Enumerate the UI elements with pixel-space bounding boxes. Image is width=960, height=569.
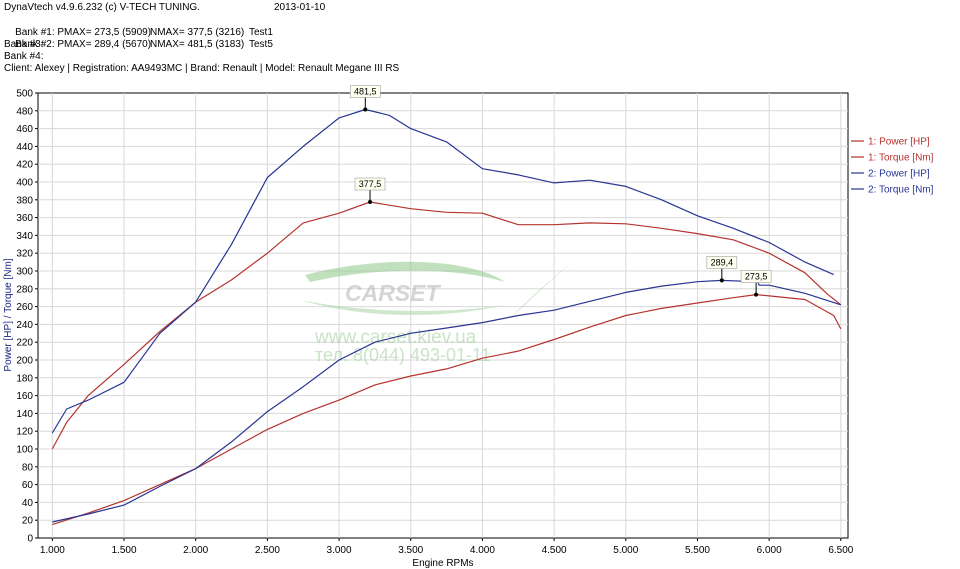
series-line-4 xyxy=(51,108,834,434)
x-tick-label: 1.500 xyxy=(112,545,137,556)
y-tick-label: 280 xyxy=(16,284,33,295)
y-tick-label: 500 xyxy=(16,89,33,100)
x-tick-label: 5.500 xyxy=(685,545,710,556)
y-tick-label: 440 xyxy=(16,142,33,153)
y-tick-label: 200 xyxy=(16,356,33,367)
bank2-test: Test5 xyxy=(249,38,273,50)
y-tick-label: 100 xyxy=(16,445,33,456)
bank2-row: Bank #2: PMAX= 289,4 (5670) NMAX= 481,5 (… xyxy=(4,27,399,50)
y-tick-label: 420 xyxy=(16,160,33,171)
y-tick-label: 360 xyxy=(16,213,33,224)
y-tick-label: 20 xyxy=(22,516,34,527)
y-tick-label: 40 xyxy=(22,498,34,509)
y-tick-label: 320 xyxy=(16,249,33,260)
legend-entry: 2: Torque [Nm] xyxy=(868,185,934,196)
x-tick-label: 2.500 xyxy=(255,545,280,556)
y-tick-label: 460 xyxy=(16,124,33,135)
legend-entry: 2: Power [HP] xyxy=(868,169,930,180)
y-axis-ticks: 0 20 40 60 80 100 120 140 160 180 200 220 240 260 280 3… xyxy=(16,89,38,545)
bank1-row: Bank #1: PMAX= 273,5 (5909) NMAX= 377,5 (… xyxy=(4,14,399,38)
watermark-swoosh-bottom xyxy=(300,300,505,316)
chart-legend: 1: Power [HP] 1: Torque [Nm] 2: Power [HP]… xyxy=(851,137,934,196)
y-tick-label: 300 xyxy=(16,267,33,278)
annotation-label: 377,5 xyxy=(359,179,382,189)
x-axis-ticks: 1.000 1.500 2.000 2.500 3.000 3.500 4.000 4.500… xyxy=(40,538,854,556)
bank1-nmax: NMAX= 377,5 (3216) xyxy=(150,26,245,38)
bank4-row: Bank #4: xyxy=(4,51,44,63)
y-tick-label: 180 xyxy=(16,373,33,384)
annotation-label: 481,5 xyxy=(354,86,377,96)
y-tick-label: 140 xyxy=(16,409,33,420)
y-tick-label: 400 xyxy=(16,178,33,189)
peak-annotations: 481,5 377,5 289,4 273,5 xyxy=(349,85,772,297)
annotation-label: 289,4 xyxy=(711,257,734,267)
x-tick-label: 3.000 xyxy=(327,545,352,556)
y-tick-label: 120 xyxy=(16,427,33,438)
legend-entry: 1: Torque [Nm] xyxy=(868,153,934,164)
y-tick-label: 380 xyxy=(16,195,33,206)
x-tick-label: 4.000 xyxy=(470,545,495,556)
annotation-box xyxy=(740,270,772,283)
y-tick-label: 0 xyxy=(27,534,33,545)
y-tick-label: 220 xyxy=(16,338,33,349)
x-tick-label: 5.000 xyxy=(613,545,638,556)
watermark-swoosh-right xyxy=(510,260,575,318)
y-tick-label: 80 xyxy=(22,462,34,473)
software-title: DynaVtech v4.9.6.232 (c) V-TECH TUNING. xyxy=(4,2,200,13)
bank1-pmax: Bank #1: PMAX= 273,5 (5909) xyxy=(15,26,152,38)
test-date: 2013-01-10 xyxy=(274,2,326,13)
y-axis-label: Power [HP] / Torque [Nm] xyxy=(3,258,14,371)
report-header: DynaVtech v4.9.6.232 (c) V-TECH TUNING. … xyxy=(4,2,399,76)
x-tick-label: 6.000 xyxy=(757,545,782,556)
watermark-phone: тел. 8(044) 493-01-11 xyxy=(315,345,491,365)
legend-entry: 1: Power [HP] xyxy=(868,137,930,148)
plot-area xyxy=(37,92,849,539)
y-tick-label: 160 xyxy=(16,391,33,402)
x-axis-label: Engine RPMs xyxy=(412,558,473,569)
watermark-swoosh-top xyxy=(305,261,505,282)
y-tick-label: 240 xyxy=(16,320,33,331)
x-tick-label: 4.500 xyxy=(542,545,567,556)
bank2-nmax: NMAX= 481,5 (3183) xyxy=(150,38,245,50)
x-tick-label: 2.000 xyxy=(183,545,208,556)
series-line-2 xyxy=(51,201,842,450)
client-info: Client: Alexey | Registration: AA9493MC … xyxy=(4,63,400,75)
annotation-point xyxy=(754,292,759,297)
annotation-box xyxy=(706,256,738,269)
y-tick-label: 260 xyxy=(16,302,33,313)
x-tick-label: 1.000 xyxy=(40,545,65,556)
watermark-brand: CARSET xyxy=(345,280,442,306)
grid-lines xyxy=(38,93,848,538)
bank2-pmax: Bank #2: PMAX= 289,4 (5670) xyxy=(15,38,152,50)
bank3-row: Bank #3: xyxy=(4,38,44,50)
y-tick-label: 60 xyxy=(22,480,34,491)
bank1-test: Test1 xyxy=(249,26,273,38)
y-tick-label: 340 xyxy=(16,231,33,242)
annotation-label: 273,5 xyxy=(745,272,768,282)
annotation-point xyxy=(368,200,373,205)
annotation-box xyxy=(354,177,386,191)
annotation-point xyxy=(719,278,724,283)
x-tick-label: 3.500 xyxy=(398,545,423,556)
annotation-box xyxy=(349,85,381,98)
x-tick-label: 6.500 xyxy=(828,545,853,556)
annotation-point xyxy=(363,107,368,112)
y-tick-label: 480 xyxy=(16,106,33,117)
